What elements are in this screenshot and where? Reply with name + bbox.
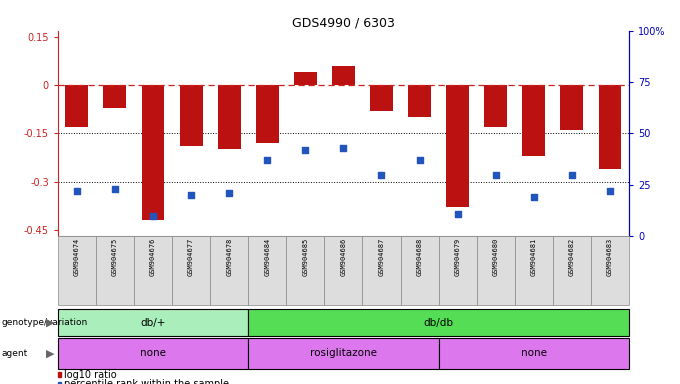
Bar: [439, 338, 629, 369]
Point: [148, 213, 158, 219]
Text: ▶: ▶: [46, 318, 54, 328]
Point: [338, 145, 349, 151]
Bar: [408, 85, 431, 118]
Text: GSM904676: GSM904676: [150, 238, 156, 276]
Bar: [210, 236, 248, 305]
Bar: [134, 236, 172, 305]
Text: GSM904680: GSM904680: [493, 238, 498, 276]
Point: [490, 171, 501, 177]
Bar: [477, 236, 515, 305]
Bar: [591, 236, 629, 305]
Point: [262, 157, 273, 163]
Text: none: none: [521, 348, 547, 358]
Text: agent: agent: [1, 349, 28, 358]
Point: [605, 188, 615, 194]
Bar: [58, 309, 248, 336]
Bar: [598, 85, 622, 169]
Text: db/db: db/db: [424, 318, 454, 328]
Bar: [58, 236, 96, 305]
Bar: [362, 236, 401, 305]
Bar: [180, 85, 203, 146]
Bar: [218, 85, 241, 149]
Bar: [560, 85, 583, 130]
Bar: [522, 85, 545, 156]
Bar: [446, 85, 469, 207]
Text: percentile rank within the sample: percentile rank within the sample: [64, 379, 229, 384]
Point: [109, 186, 120, 192]
Text: GSM904687: GSM904687: [379, 238, 384, 276]
Point: [300, 147, 311, 153]
Bar: [96, 236, 134, 305]
Text: GSM904675: GSM904675: [112, 238, 118, 276]
Point: [528, 194, 539, 200]
Bar: [248, 309, 629, 336]
Text: GSM904681: GSM904681: [531, 238, 537, 276]
Bar: [484, 85, 507, 127]
Text: GSM904678: GSM904678: [226, 238, 232, 276]
Text: GSM904685: GSM904685: [303, 238, 308, 276]
Title: GDS4990 / 6303: GDS4990 / 6303: [292, 17, 395, 30]
Bar: [553, 236, 591, 305]
Bar: [172, 236, 210, 305]
Text: GSM904679: GSM904679: [455, 238, 460, 276]
Bar: [141, 85, 165, 220]
Text: GSM904683: GSM904683: [607, 238, 613, 276]
Point: [376, 171, 387, 177]
Text: db/+: db/+: [140, 318, 166, 328]
Bar: [286, 236, 324, 305]
Point: [414, 157, 425, 163]
Point: [566, 171, 577, 177]
Bar: [515, 236, 553, 305]
Text: ▶: ▶: [46, 348, 54, 358]
Bar: [439, 236, 477, 305]
Text: none: none: [140, 348, 166, 358]
Bar: [324, 236, 362, 305]
Text: GSM904684: GSM904684: [265, 238, 270, 276]
Bar: [370, 85, 393, 111]
Text: genotype/variation: genotype/variation: [1, 318, 88, 327]
Bar: [294, 73, 317, 85]
Text: rosiglitazone: rosiglitazone: [310, 348, 377, 358]
Text: GSM904686: GSM904686: [341, 238, 346, 276]
Bar: [248, 338, 439, 369]
Text: GSM904674: GSM904674: [74, 238, 80, 276]
Bar: [65, 85, 88, 127]
Point: [71, 188, 82, 194]
Bar: [401, 236, 439, 305]
Text: GSM904682: GSM904682: [569, 238, 575, 276]
Text: GSM904688: GSM904688: [417, 238, 422, 276]
Bar: [58, 338, 248, 369]
Point: [452, 210, 463, 217]
Text: GSM904677: GSM904677: [188, 238, 194, 276]
Point: [224, 190, 235, 196]
Text: log10 ratio: log10 ratio: [64, 370, 116, 380]
Bar: [332, 66, 355, 85]
Bar: [248, 236, 286, 305]
Point: [186, 192, 197, 198]
Bar: [256, 85, 279, 143]
Bar: [103, 85, 126, 108]
